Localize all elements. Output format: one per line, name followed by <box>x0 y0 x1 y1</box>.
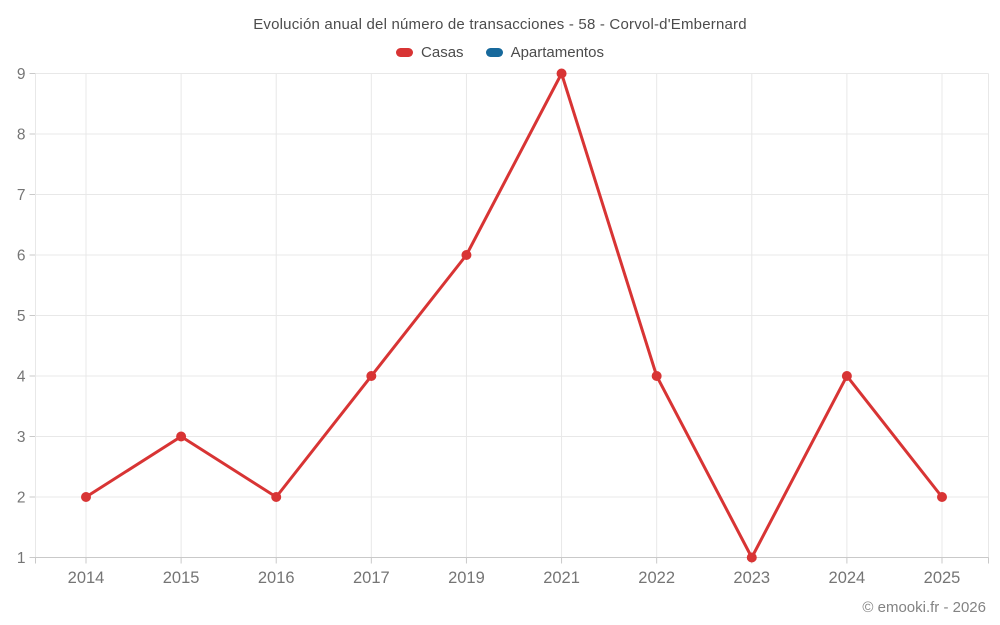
data-point[interactable] <box>366 371 377 381</box>
data-point[interactable] <box>461 250 472 260</box>
x-grid-and-labels: 2014 2015 2016 2017 2019 2021 2022 2023 2024 2025 <box>29 73 989 587</box>
svg-text:1: 1 <box>17 550 26 567</box>
svg-text:4: 4 <box>17 369 26 386</box>
series-line <box>84 72 944 559</box>
svg-text:2015: 2015 <box>163 569 200 587</box>
legend-item-casas[interactable]: Casas <box>396 44 464 61</box>
svg-text:3: 3 <box>17 429 26 446</box>
data-point[interactable] <box>841 371 852 381</box>
data-point[interactable] <box>81 492 91 502</box>
data-point[interactable] <box>271 492 282 502</box>
chart-title: Evolución anual del número de transaccio… <box>253 16 747 33</box>
svg-text:2021: 2021 <box>543 569 580 587</box>
svg-text:2014: 2014 <box>68 569 105 587</box>
svg-text:2022: 2022 <box>638 569 675 587</box>
svg-text:5: 5 <box>17 308 26 325</box>
data-point[interactable] <box>556 68 567 79</box>
data-point[interactable] <box>176 431 187 442</box>
svg-text:7: 7 <box>17 187 26 204</box>
svg-text:2023: 2023 <box>733 569 770 587</box>
legend-label-casas: Casas <box>421 44 464 61</box>
svg-text:2: 2 <box>17 490 26 507</box>
copyright-credit: © emooki.fr - 2026 <box>862 599 986 616</box>
svg-text:2016: 2016 <box>258 569 295 587</box>
apartamentos-series-swatch-icon <box>485 48 503 57</box>
svg-text:2024: 2024 <box>829 569 866 587</box>
svg-text:2019: 2019 <box>448 569 485 587</box>
casas-series-swatch-icon <box>396 48 414 57</box>
legend: Casas Apartamentos <box>0 44 1000 61</box>
legend-item-apartamentos[interactable]: Apartamentos <box>485 44 604 61</box>
svg-text:8: 8 <box>17 127 26 144</box>
series-casas <box>81 68 947 563</box>
data-point[interactable] <box>746 552 757 563</box>
svg-text:6: 6 <box>17 248 26 265</box>
data-point[interactable] <box>937 492 947 502</box>
legend-label-apartamentos: Apartamentos <box>510 44 604 61</box>
svg-text:2025: 2025 <box>924 569 961 587</box>
svg-text:2017: 2017 <box>353 569 390 587</box>
svg-text:9: 9 <box>17 66 26 83</box>
y-grid-and-labels: 1 2 3 4 5 6 7 8 9 <box>17 66 989 567</box>
data-point[interactable] <box>651 371 662 381</box>
